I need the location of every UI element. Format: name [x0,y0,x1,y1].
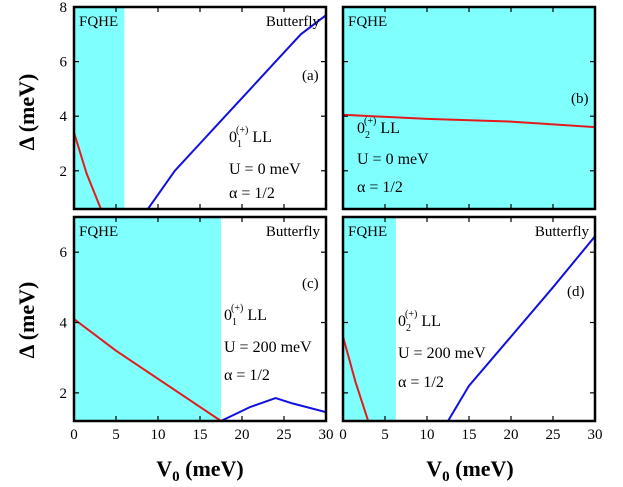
ll-label-sub-a: 1 [237,139,242,150]
series-red-line-d [343,336,370,421]
x-tick-label-c: 5 [112,427,120,443]
region-right-label-a: Butterfly [266,14,321,30]
x-tick-label-c: 0 [70,427,78,443]
series-red-line-c [74,318,222,421]
fqhe-region-a [74,7,125,209]
ll-label-sup-c: (+) [231,303,243,314]
ll-label-sup-a: (+) [236,125,248,136]
y-axis-label-bottom: Δ (meV) [14,282,39,359]
x-tick-label-d: 25 [546,427,561,443]
ll-label-c: 01 (+) LL [224,303,267,328]
y-tick-label-c: 6 [60,245,68,261]
y-tick-label-c: 4 [60,316,68,332]
ll-label-suffix-a: LL [248,129,272,146]
ll-label-sub-b: 2 [365,130,370,141]
region-label-b: FQHE [348,14,387,30]
panel-label-d: (d) [567,284,585,300]
note-alpha-a: α = 1/2 [229,185,275,202]
x-tick-label-d: 20 [504,427,519,443]
series-blue-line-a [147,14,326,209]
x-tick-label-c: 25 [277,427,292,443]
region-right-label-d: Butterfly [535,224,590,240]
y-tick-label-a: 2 [60,164,68,180]
y-tick-label-a: 4 [60,109,68,125]
x-tick-label-c: 20 [235,427,250,443]
y-axis-label-top: Δ (meV) [14,74,39,151]
ll-label-main-c: 0 [224,307,232,324]
note-u-a: U = 0 meV [229,161,301,178]
x-axis-label-left: V0 (meV) [156,456,244,485]
ll-label-main-a: 0 [229,129,237,146]
x-tick-label-d: 30 [588,427,603,443]
x-tick-label-c: 15 [193,427,208,443]
panel-label-a: (a) [302,68,319,84]
fqhe-region-d [343,217,396,421]
fqhe-region-c [74,217,221,421]
x-axis-label-left-sub: 0 [172,469,180,485]
series-red-line-b [343,113,595,129]
region-right-label-c: Butterfly [266,224,321,240]
series-blue-line-c [220,397,326,421]
panel-b: FQHE (b) 02 (+) LL U = 0 meV α = 1/2 [341,5,597,211]
ll-label-suffix-c: LL [243,307,267,324]
y-tick-label-a: 6 [60,55,68,71]
x-axis-label-right: V0 (meV) [426,456,514,485]
series-blue-line-d [447,235,595,421]
panel-label-c: (c) [302,276,319,292]
frame-a [72,5,328,211]
y-tick-label-a: 8 [60,0,68,16]
fqhe-region-b [343,7,595,209]
ll-label-sub-c: 1 [232,317,237,328]
x-tick-label-c: 30 [319,427,334,443]
note-alpha-b: α = 1/2 [357,179,403,196]
ll-label-d: 02 (+) LL [398,309,441,334]
note-u-d: U = 200 meV [398,345,486,362]
note-u-c: U = 200 meV [224,339,312,356]
y-tick-label-c: 2 [60,386,68,402]
x-tick-label-d: 0 [339,427,347,443]
note-u-b: U = 0 meV [357,151,429,168]
x-axis-label-left-main: V [156,456,172,481]
frame-b [341,5,597,211]
series-red-line-a [74,132,102,209]
x-tick-label-d: 15 [462,427,477,443]
x-axis-label-right-unit: (meV) [450,456,514,481]
region-label-c: FQHE [79,224,118,240]
ll-label-sup-b: (+) [364,116,376,127]
ll-label-main-d: 0 [398,313,406,330]
ll-label-b: 02 (+) LL [357,116,400,141]
x-axis-label-left-unit: (meV) [180,456,244,481]
frame-d [341,215,597,423]
x-axis-label-right-sub: 0 [442,469,450,485]
panel-a: 2 4 6 8 FQHE Butterfly (a) 01 (+) LL U = 0 meV α =… [60,0,328,211]
frame-c [72,215,328,423]
region-label-d: FQHE [348,224,387,240]
panel-label-b: (b) [571,91,589,107]
x-axis-label-right-main: V [426,456,442,481]
note-alpha-d: α = 1/2 [398,374,444,391]
x-tick-label-d: 5 [381,427,389,443]
ll-label-main-b: 0 [357,120,365,137]
region-label-a: FQHE [79,14,118,30]
ll-label-suffix-b: LL [376,120,400,137]
x-tick-label-c: 10 [151,427,166,443]
x-tick-label-d: 10 [420,427,435,443]
ll-label-sup-d: (+) [405,309,417,320]
note-alpha-c: α = 1/2 [224,367,270,384]
ll-label-suffix-d: LL [417,313,441,330]
ll-label-sub-d: 2 [406,323,411,334]
ll-label-a: 01 (+) LL [229,125,272,150]
